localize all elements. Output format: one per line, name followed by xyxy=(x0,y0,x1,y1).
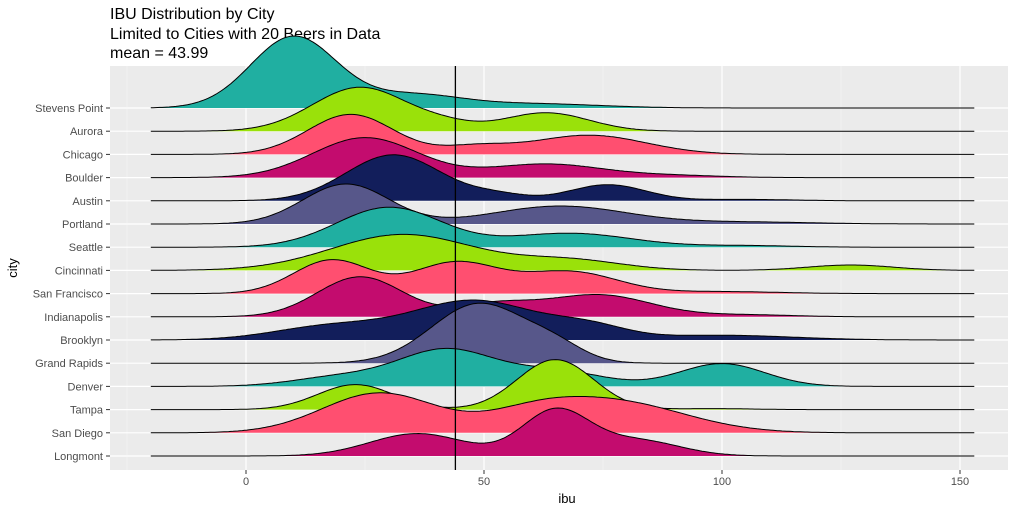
ridge-outline xyxy=(150,407,975,457)
ridge-outline xyxy=(150,113,975,155)
ridge-outline xyxy=(150,86,975,132)
ridge-fill xyxy=(150,408,975,456)
y-tick-label: Longmont xyxy=(54,451,103,463)
y-tick-label: Portland xyxy=(62,219,103,231)
ridge-outline xyxy=(150,259,975,295)
x-tick-label: 100 xyxy=(713,476,731,488)
chart-subtitle: Limited to Cities with 20 Beers in Data xyxy=(110,26,380,43)
y-tick-label: Seattle xyxy=(69,242,103,254)
axes: Stevens Point Aurora Chicago Boulder Austin P… xyxy=(33,103,969,488)
y-tick-label: Brooklyn xyxy=(60,335,103,347)
y-tick-label: Austin xyxy=(72,196,103,208)
y-tick-label: Denver xyxy=(68,381,104,393)
x-tick-label: 150 xyxy=(951,476,969,488)
chart-title: IBU Distribution by City xyxy=(110,6,275,23)
ridge-cincinnati xyxy=(150,233,975,271)
ridge-indianapolis xyxy=(150,276,975,318)
ridge-fill xyxy=(150,300,975,340)
y-tick-label: Indianapolis xyxy=(44,312,103,324)
x-axis-title: ibu xyxy=(558,491,575,506)
ridge-outline xyxy=(150,392,975,434)
ridge-grand-rapids xyxy=(150,302,975,364)
ridge-outline xyxy=(150,276,975,318)
ridge-outline xyxy=(150,359,975,411)
ridge-outline xyxy=(150,233,975,271)
y-tick-label: Stevens Point xyxy=(35,103,103,115)
ridge-outline xyxy=(150,154,975,202)
y-axis-title: city xyxy=(5,258,20,278)
ridges xyxy=(150,35,975,457)
y-tick-label: Boulder xyxy=(65,173,103,185)
ridge-fill xyxy=(150,234,975,271)
y-tick-label: San Francisco xyxy=(33,289,103,301)
y-tick-label: Chicago xyxy=(63,149,103,161)
y-tick-label: Cincinnati xyxy=(55,265,103,277)
ridge-fill xyxy=(150,207,975,248)
y-tick-label: Tampa xyxy=(70,405,104,417)
ridge-fill xyxy=(150,348,975,387)
ridge-seattle xyxy=(150,206,975,248)
ridge-brooklyn xyxy=(150,299,975,341)
ridge-outline xyxy=(150,206,975,248)
x-tick-label: 0 xyxy=(243,476,249,488)
ridge-outline xyxy=(150,137,975,179)
y-tick-label: Aurora xyxy=(70,126,104,138)
x-tick-label: 50 xyxy=(478,476,490,488)
ridge-longmont xyxy=(150,407,975,457)
ridge-outline xyxy=(150,299,975,341)
ridge-outline xyxy=(150,302,975,364)
ridge-outline xyxy=(150,35,975,109)
ridge-fill xyxy=(150,276,975,317)
chart-mean-caption: mean = 43.99 xyxy=(110,45,208,62)
ridge-outline xyxy=(150,183,975,225)
ridge-fill xyxy=(150,303,975,364)
y-tick-label: San Diego xyxy=(52,428,103,440)
y-tick-label: Grand Rapids xyxy=(35,358,103,370)
